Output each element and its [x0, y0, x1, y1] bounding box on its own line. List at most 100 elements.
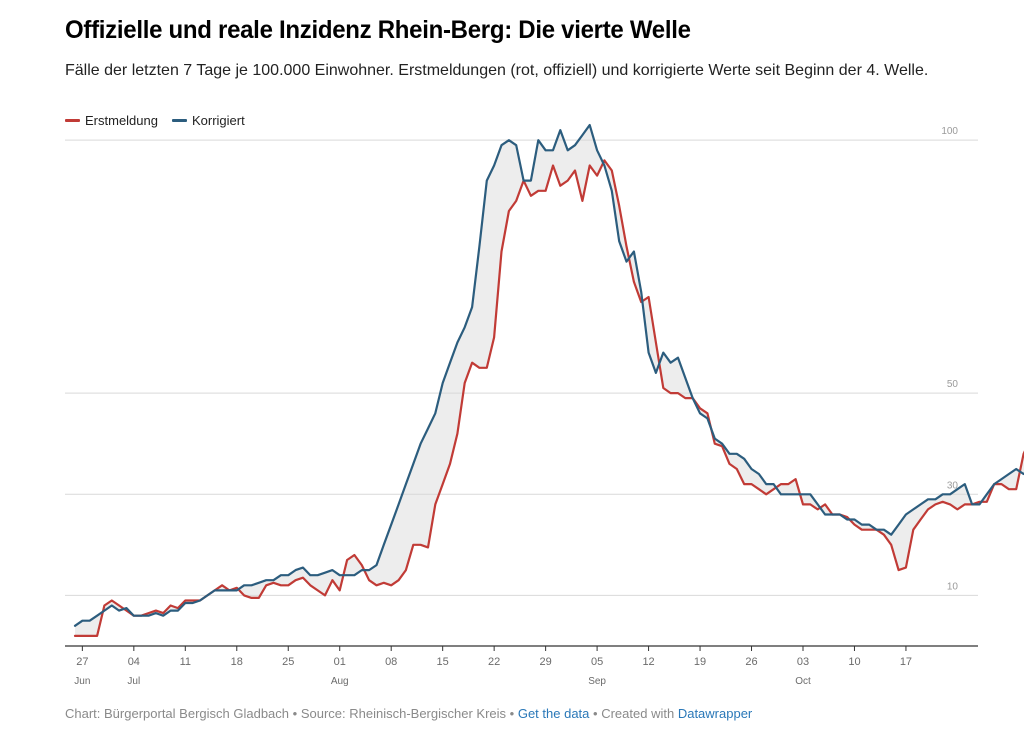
point-korrigiert-112 [897, 523, 899, 525]
point-erstmeldung-58 [500, 250, 502, 252]
x-tick-label-2021-09-12: 12 [642, 656, 654, 668]
point-korrigiert-42 [383, 544, 385, 546]
point-korrigiert-64 [544, 149, 546, 151]
point-korrigiert-17 [199, 599, 201, 601]
point-korrigiert-61 [522, 179, 524, 181]
point-korrigiert-3 [96, 615, 98, 617]
point-korrigiert-18 [206, 594, 208, 596]
point-erstmeldung-92 [750, 483, 752, 485]
point-korrigiert-116 [927, 498, 929, 500]
point-erstmeldung-115 [919, 518, 921, 520]
point-erstmeldung-118 [942, 501, 944, 503]
point-erstmeldung-27 [272, 582, 274, 584]
point-erstmeldung-15 [184, 599, 186, 601]
point-erstmeldung-39 [361, 564, 363, 566]
point-erstmeldung-106 [853, 523, 855, 525]
point-korrigiert-21 [228, 589, 230, 591]
point-erstmeldung-63 [537, 190, 539, 192]
point-erstmeldung-26 [265, 584, 267, 586]
point-erstmeldung-117 [934, 503, 936, 505]
point-korrigiert-82 [677, 357, 679, 359]
point-korrigiert-109 [875, 529, 877, 531]
point-korrigiert-115 [919, 503, 921, 505]
point-erstmeldung-31 [302, 577, 304, 579]
point-korrigiert-6 [118, 609, 120, 611]
point-erstmeldung-80 [662, 387, 664, 389]
point-korrigiert-33 [317, 574, 319, 576]
point-erstmeldung-7 [125, 609, 127, 611]
point-korrigiert-27 [272, 579, 274, 581]
point-erstmeldung-66 [559, 185, 561, 187]
y-tick-label-100: 100 [941, 126, 958, 137]
point-korrigiert-9 [140, 615, 142, 617]
point-erstmeldung-46 [412, 544, 414, 546]
point-erstmeldung-112 [897, 569, 899, 571]
point-korrigiert-72 [603, 164, 605, 166]
point-korrigiert-11 [155, 612, 157, 614]
point-erstmeldung-29 [287, 584, 289, 586]
point-erstmeldung-100 [809, 503, 811, 505]
point-korrigiert-77 [640, 291, 642, 293]
x-month-label-aug: Aug [331, 676, 349, 687]
point-korrigiert-16 [192, 602, 194, 604]
point-erstmeldung-49 [434, 503, 436, 505]
point-korrigiert-80 [662, 351, 664, 353]
point-korrigiert-24 [250, 584, 252, 586]
point-erstmeldung-57 [493, 336, 495, 338]
point-erstmeldung-70 [589, 164, 591, 166]
point-erstmeldung-79 [655, 341, 657, 343]
legend-swatch-korrigiert [171, 119, 187, 122]
point-korrigiert-74 [618, 240, 620, 242]
x-month-label-oct: Oct [795, 676, 811, 687]
point-erstmeldung-3 [96, 635, 98, 637]
point-korrigiert-25 [258, 582, 260, 584]
point-korrigiert-55 [478, 245, 480, 247]
point-erstmeldung-10 [147, 612, 149, 614]
point-korrigiert-52 [456, 341, 458, 343]
point-korrigiert-123 [978, 503, 980, 505]
datawrapper-link[interactable]: Datawrapper [677, 706, 753, 721]
point-erstmeldung-75 [625, 245, 627, 247]
point-korrigiert-30 [294, 569, 296, 571]
point-korrigiert-104 [839, 513, 841, 515]
footer: Chart: Bürgerportal Bergisch Gladbach • … [65, 706, 752, 721]
point-korrigiert-34 [324, 572, 326, 574]
point-erstmeldung-6 [118, 604, 120, 606]
point-erstmeldung-54 [471, 362, 473, 364]
point-korrigiert-70 [589, 124, 591, 126]
point-korrigiert-46 [412, 463, 414, 465]
point-korrigiert-2 [89, 620, 91, 622]
point-korrigiert-96 [780, 493, 782, 495]
legend-label-erstmeldung: Erstmeldung [85, 113, 158, 128]
point-erstmeldung-33 [317, 589, 319, 591]
point-erstmeldung-121 [964, 503, 966, 505]
point-erstmeldung-41 [375, 584, 377, 586]
point-erstmeldung-50 [442, 483, 444, 485]
point-erstmeldung-128 [1015, 488, 1017, 490]
point-erstmeldung-88 [721, 445, 723, 447]
point-korrigiert-22 [236, 589, 238, 591]
get-data-link[interactable]: Get the data [517, 706, 590, 721]
x-tick-label-2021-08-22: 22 [488, 656, 500, 668]
point-erstmeldung-71 [596, 174, 598, 176]
point-korrigiert-105 [846, 518, 848, 520]
point-erstmeldung-35 [331, 579, 333, 581]
point-korrigiert-44 [397, 503, 399, 505]
point-erstmeldung-12 [162, 612, 164, 614]
legend: Erstmeldung Korrigiert [65, 113, 245, 128]
point-korrigiert-29 [287, 574, 289, 576]
point-erstmeldung-89 [728, 463, 730, 465]
point-erstmeldung-4 [103, 604, 105, 606]
legend-swatch-erstmeldung [65, 119, 80, 122]
point-korrigiert-85 [699, 412, 701, 414]
point-erstmeldung-77 [640, 301, 642, 303]
point-korrigiert-91 [743, 458, 745, 460]
difference-area [75, 125, 1024, 636]
point-korrigiert-100 [809, 493, 811, 495]
point-korrigiert-73 [611, 190, 613, 192]
point-erstmeldung-101 [817, 508, 819, 510]
point-korrigiert-54 [471, 306, 473, 308]
point-korrigiert-86 [706, 417, 708, 419]
point-korrigiert-97 [787, 493, 789, 495]
point-erstmeldung-44 [397, 579, 399, 581]
